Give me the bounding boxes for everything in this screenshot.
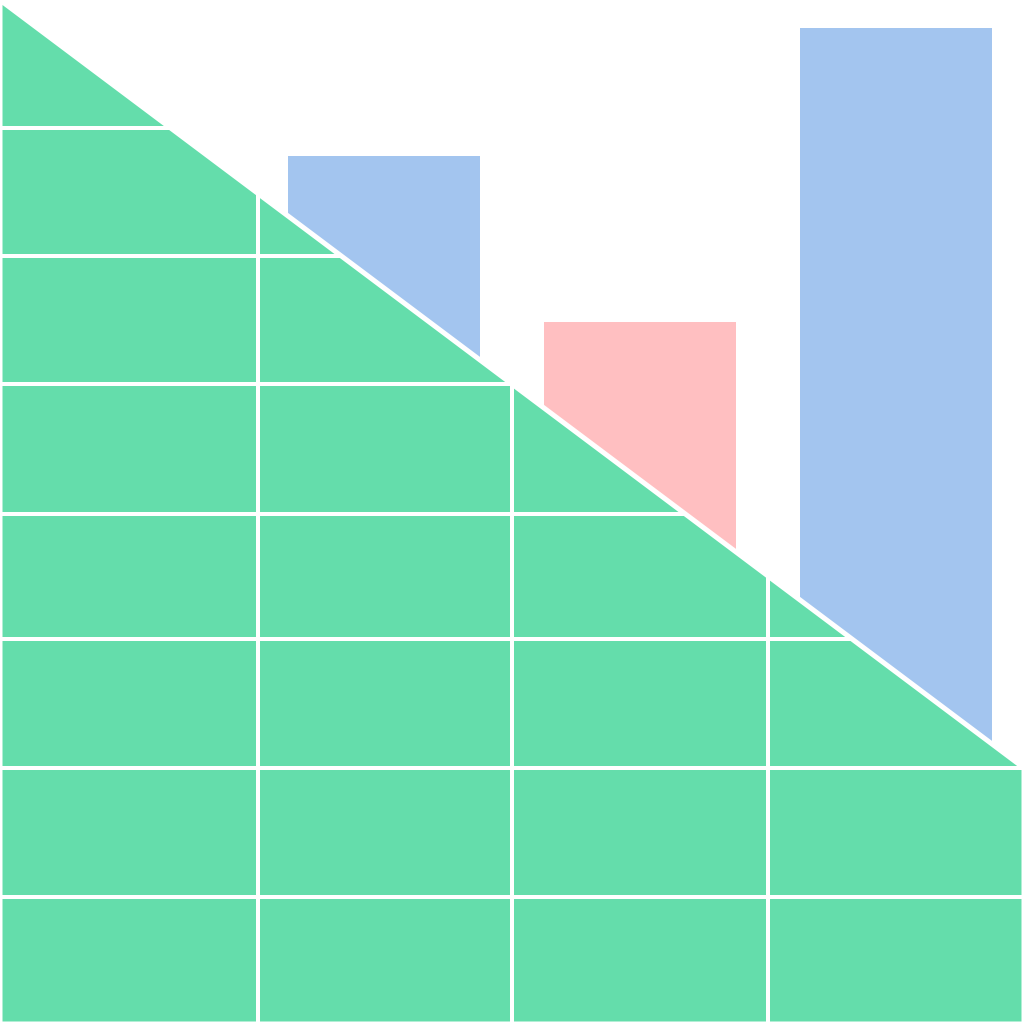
spreadsheet-chart-illustration [0, 0, 1024, 1024]
